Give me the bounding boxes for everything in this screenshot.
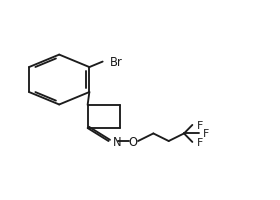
Text: N: N [113,135,122,148]
Text: F: F [197,137,203,147]
Text: Br: Br [109,56,122,69]
Text: F: F [203,129,209,139]
Text: O: O [129,135,137,148]
Text: F: F [197,120,203,130]
